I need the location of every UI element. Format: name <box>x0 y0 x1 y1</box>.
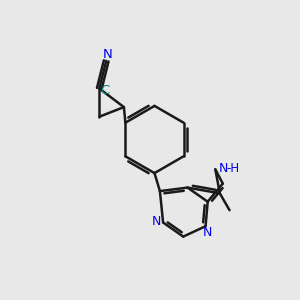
Text: C: C <box>100 83 109 97</box>
Text: N: N <box>219 162 228 175</box>
Text: N: N <box>103 48 112 61</box>
Text: N: N <box>152 215 161 228</box>
Text: N: N <box>203 226 212 239</box>
Text: -H: -H <box>227 162 240 175</box>
